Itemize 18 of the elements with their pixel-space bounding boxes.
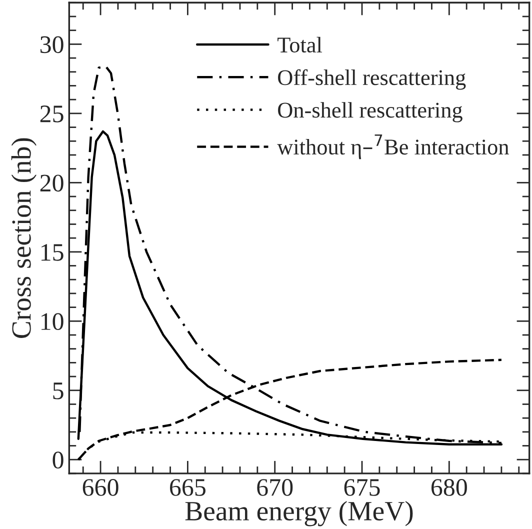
- x-tick-label: 660: [82, 479, 118, 496]
- legend-label: On-shell rescattering: [278, 102, 462, 122]
- legend-label: Total: [278, 36, 322, 53]
- legend-label: Off-shell rescattering: [278, 69, 466, 90]
- legend-label: without η–$^{7}$Be interaction: [277, 134, 509, 160]
- x-tick-label: 680: [431, 479, 467, 496]
- y-tick-label: 30: [40, 36, 64, 54]
- y-axis-title: Cross section (nb): [11, 138, 37, 338]
- y-tick-label: 0: [52, 452, 64, 469]
- x-tick-label: 675: [344, 479, 380, 496]
- x-tick-label: 670: [257, 479, 293, 496]
- y-tick-label: 20: [40, 174, 64, 192]
- x-tick-label: 665: [170, 479, 206, 496]
- x-axis-title: Beam energy (MeV): [185, 500, 413, 526]
- y-tick-label: 25: [40, 106, 64, 122]
- y-tick-label: 15: [42, 244, 64, 261]
- y-tick-label: 5: [53, 382, 64, 400]
- y-tick-label: 10: [42, 313, 64, 330]
